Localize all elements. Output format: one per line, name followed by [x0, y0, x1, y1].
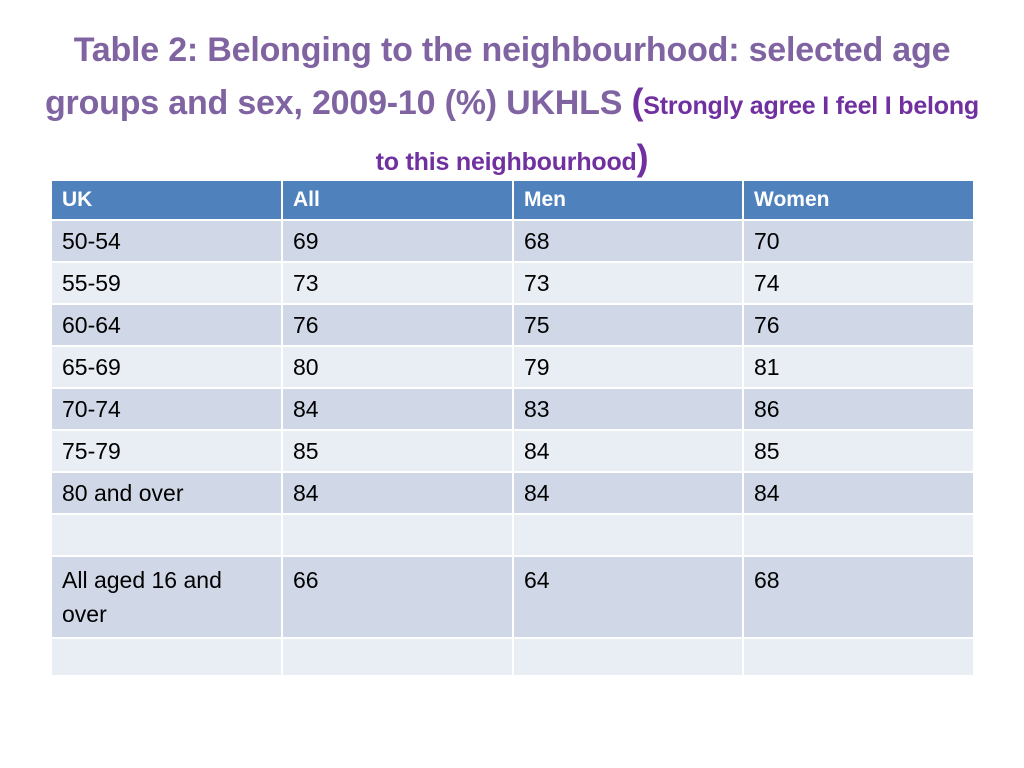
- cell-men: 73: [512, 261, 744, 305]
- header-women: Women: [742, 179, 975, 221]
- cell-uk: 75-79: [50, 429, 283, 473]
- belonging-table: UK All Men Women 50-54 69 68 70 55-59 73…: [50, 179, 975, 677]
- cell-uk: 60-64: [50, 303, 283, 347]
- cell-uk: 80 and over: [50, 471, 283, 515]
- cell-all: 73: [281, 261, 514, 305]
- cell-men: [512, 513, 744, 557]
- cell-uk: 65-69: [50, 345, 283, 389]
- title-main: Table 2: Belonging to the neighbourhood:…: [44, 31, 951, 122]
- table-row-empty: [50, 637, 975, 677]
- cell-men: 75: [512, 303, 744, 347]
- cell-women: 70: [742, 219, 975, 263]
- table-row: 65-69 80 79 81: [50, 345, 975, 389]
- table-row: All aged 16 and over 66 64 68: [50, 555, 975, 639]
- cell-all: 76: [281, 303, 514, 347]
- cell-uk: 50-54: [50, 219, 283, 263]
- table-row: 75-79 85 84 85: [50, 429, 975, 473]
- title-subtitle: Strongly agree I feel I belong to this n…: [375, 92, 980, 176]
- cell-men: 84: [512, 429, 744, 473]
- cell-men: [512, 637, 744, 677]
- cell-uk: All aged 16 and over: [50, 555, 283, 639]
- cell-all: 84: [281, 471, 514, 515]
- table-row: 50-54 69 68 70: [50, 219, 975, 263]
- cell-men: 83: [512, 387, 744, 431]
- cell-all: [281, 513, 514, 557]
- cell-women: 74: [742, 261, 975, 305]
- cell-uk: 55-59: [50, 261, 283, 305]
- table-row-empty: [50, 513, 975, 557]
- cell-men: 79: [512, 345, 744, 389]
- cell-women: [742, 637, 975, 677]
- table-row: 60-64 76 75 76: [50, 303, 975, 347]
- cell-women: 68: [742, 555, 975, 639]
- cell-women: 81: [742, 345, 975, 389]
- cell-all: 80: [281, 345, 514, 389]
- title-open-paren: (: [631, 81, 644, 122]
- table-row: 55-59 73 73 74: [50, 261, 975, 305]
- cell-uk: [50, 513, 283, 557]
- header-men: Men: [512, 179, 744, 221]
- slide-title: Table 2: Belonging to the neighbourhood:…: [40, 24, 984, 188]
- cell-women: 86: [742, 387, 975, 431]
- cell-women: 85: [742, 429, 975, 473]
- cell-women: 84: [742, 471, 975, 515]
- cell-all: 66: [281, 555, 514, 639]
- cell-all: 85: [281, 429, 514, 473]
- table-header-row: UK All Men Women: [50, 179, 975, 221]
- cell-men: 64: [512, 555, 744, 639]
- cell-all: [281, 637, 514, 677]
- table-row: 80 and over 84 84 84: [50, 471, 975, 515]
- cell-uk: 70-74: [50, 387, 283, 431]
- cell-all: 84: [281, 387, 514, 431]
- header-all: All: [281, 179, 514, 221]
- cell-men: 68: [512, 219, 744, 263]
- title-close-paren: ): [636, 137, 649, 178]
- cell-women: [742, 513, 975, 557]
- cell-uk: [50, 637, 283, 677]
- table-row: 70-74 84 83 86: [50, 387, 975, 431]
- cell-all: 69: [281, 219, 514, 263]
- header-uk: UK: [50, 179, 283, 221]
- cell-women: 76: [742, 303, 975, 347]
- cell-men: 84: [512, 471, 744, 515]
